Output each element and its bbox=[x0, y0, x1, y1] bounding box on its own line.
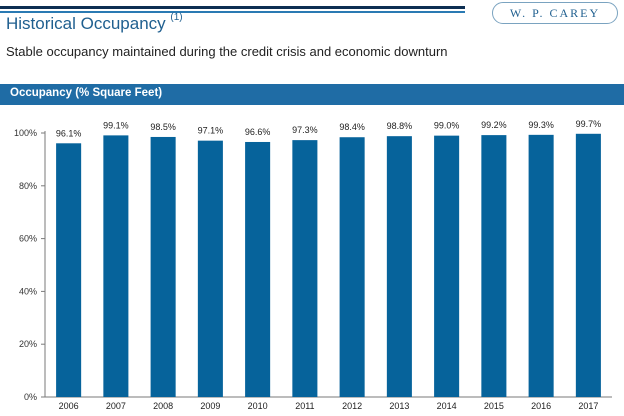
data-label-2009: 97.1% bbox=[198, 126, 224, 136]
x-tick-label-2008: 2008 bbox=[153, 401, 173, 411]
x-tick-label-2017: 2017 bbox=[578, 401, 598, 411]
data-label-2006: 96.1% bbox=[56, 128, 82, 138]
bar-2010 bbox=[245, 141, 271, 397]
bar-2011 bbox=[292, 140, 318, 398]
x-tick-label-2010: 2010 bbox=[248, 401, 268, 411]
data-label-2010: 96.6% bbox=[245, 127, 271, 137]
chart-title-label: Occupancy (% Square Feet) bbox=[10, 87, 163, 99]
bar-2007 bbox=[103, 135, 129, 397]
x-tick-label-2014: 2014 bbox=[437, 401, 457, 411]
page-subtitle: Stable occupancy maintained during the c… bbox=[6, 44, 448, 59]
page-title-text: Historical Occupancy bbox=[6, 14, 166, 33]
title-footnote-ref: (1) bbox=[170, 12, 183, 24]
x-tick-label-2011: 2011 bbox=[295, 401, 314, 411]
wp-carey-logo: W. P. CAREY bbox=[492, 2, 618, 24]
y-tick-label: 80% bbox=[19, 181, 37, 191]
x-tick-label-2016: 2016 bbox=[531, 401, 551, 411]
bar-2009 bbox=[197, 140, 223, 397]
bar-2013 bbox=[386, 136, 412, 397]
bar-2006 bbox=[56, 143, 82, 397]
bar-2017 bbox=[575, 133, 601, 398]
chart-title-band: Occupancy (% Square Feet) bbox=[0, 84, 624, 105]
data-label-2008: 98.5% bbox=[150, 122, 176, 132]
data-label-2011: 97.3% bbox=[292, 125, 318, 135]
page-title: Historical Occupancy (1) bbox=[6, 12, 183, 34]
bar-2014 bbox=[434, 135, 460, 397]
bar-2015 bbox=[481, 135, 507, 397]
y-tick-label: 40% bbox=[19, 286, 37, 296]
x-tick-label-2006: 2006 bbox=[59, 401, 79, 411]
bar-2012 bbox=[339, 137, 365, 397]
y-tick-label: 0% bbox=[24, 392, 37, 402]
data-label-2017: 99.7% bbox=[576, 119, 602, 129]
x-tick-label-2009: 2009 bbox=[200, 401, 220, 411]
x-tick-label-2007: 2007 bbox=[106, 401, 126, 411]
data-label-2007: 99.1% bbox=[103, 120, 129, 130]
data-label-2012: 98.4% bbox=[339, 122, 365, 132]
data-label-2014: 99.0% bbox=[434, 121, 460, 131]
x-tick-label-2015: 2015 bbox=[484, 401, 504, 411]
y-tick-label: 60% bbox=[19, 234, 37, 244]
bar-2016 bbox=[528, 134, 554, 397]
data-label-2015: 99.2% bbox=[481, 120, 507, 130]
x-tick-label-2013: 2013 bbox=[389, 401, 409, 411]
data-label-2016: 99.3% bbox=[528, 120, 554, 130]
y-tick-label: 20% bbox=[19, 339, 37, 349]
header-rule-dark bbox=[0, 6, 465, 9]
data-label-2013: 98.8% bbox=[387, 121, 413, 131]
y-tick-label: 100% bbox=[14, 128, 37, 138]
header-rule-light bbox=[0, 11, 465, 13]
x-tick-label-2012: 2012 bbox=[342, 401, 362, 411]
bar-2008 bbox=[150, 136, 176, 397]
